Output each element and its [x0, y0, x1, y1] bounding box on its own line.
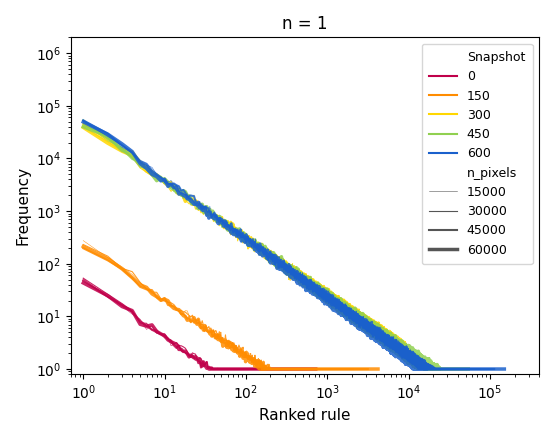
Title: n = 1: n = 1 — [282, 15, 327, 33]
Legend: Snapshot, 0, 150, 300, 450, 600, n_pixels, 15000, 30000, 45000, 60000: Snapshot, 0, 150, 300, 450, 600, n_pixel… — [422, 44, 533, 264]
X-axis label: Ranked rule: Ranked rule — [259, 408, 351, 423]
Y-axis label: Frequency: Frequency — [15, 166, 30, 245]
